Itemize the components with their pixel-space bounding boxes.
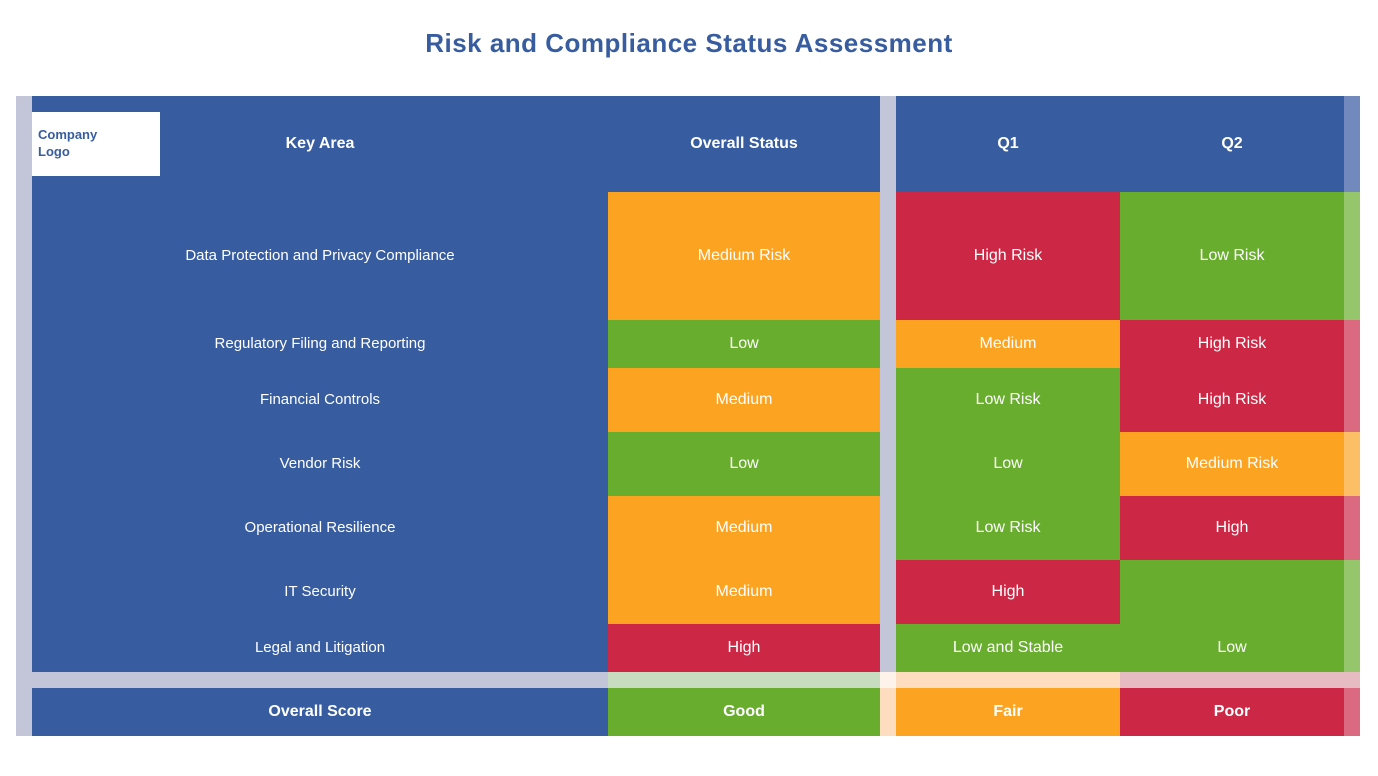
- header-q2: Q2: [1120, 96, 1344, 192]
- row-divider: [896, 672, 1120, 688]
- status-cell: Medium: [608, 560, 880, 624]
- column-divider: [880, 688, 896, 736]
- table-row: Legal and Litigation: [32, 624, 608, 672]
- row-label: Regulatory Filing and Reporting: [214, 335, 426, 352]
- status-cell: High Risk: [896, 192, 1120, 320]
- status-table: Key Area Company Logo Overall Status Q1 …: [16, 96, 1360, 736]
- status-text: Low: [729, 455, 759, 473]
- status-cell: Medium: [608, 368, 880, 432]
- status-text: Low: [729, 335, 759, 353]
- table-row: Data Protection and Privacy Compliance: [32, 192, 608, 320]
- footer-text: Good: [723, 703, 765, 721]
- row-edge: [1344, 432, 1360, 496]
- status-text: Low Risk: [975, 391, 1041, 409]
- row-label: Data Protection and Privacy Compliance: [185, 247, 455, 264]
- status-text: High: [727, 639, 761, 657]
- row-label: IT Security: [284, 583, 356, 600]
- row-edge: [1344, 688, 1360, 736]
- status-cell: Low: [896, 432, 1120, 496]
- status-cell: Medium: [608, 496, 880, 560]
- status-cell: Low Risk: [896, 496, 1120, 560]
- header-q1-label: Q1: [997, 135, 1019, 153]
- status-cell: [1120, 560, 1344, 624]
- status-cell: Low: [608, 432, 880, 496]
- status-text: High Risk: [1197, 335, 1267, 353]
- row-label: Vendor Risk: [279, 455, 361, 472]
- row-edge: [1344, 192, 1360, 320]
- table-row: IT Security: [32, 560, 608, 624]
- status-text: Low Risk: [1199, 247, 1265, 265]
- table-row: Operational Resilience: [32, 496, 608, 560]
- footer-cell: Good: [608, 688, 880, 736]
- row-divider: [608, 672, 880, 688]
- footer-text: Fair: [993, 703, 1023, 721]
- company-logo: Company Logo: [32, 112, 160, 176]
- status-text: Medium: [979, 335, 1037, 353]
- footer-label: Overall Score: [268, 703, 372, 721]
- table-left-border: [16, 96, 32, 736]
- row-divider: [32, 672, 608, 688]
- header-overall-status-label: Overall Status: [690, 135, 798, 153]
- column-divider: [880, 96, 896, 736]
- status-text: Medium Risk: [697, 247, 791, 265]
- row-edge: [1344, 320, 1360, 368]
- status-cell: Low and Stable: [896, 624, 1120, 672]
- status-cell: High Risk: [1120, 320, 1344, 368]
- status-text: High Risk: [1197, 391, 1267, 409]
- header-overall-status: Overall Status: [608, 96, 880, 192]
- status-text: High Risk: [973, 247, 1043, 265]
- row-label: Legal and Litigation: [254, 639, 386, 656]
- status-cell: High: [1120, 496, 1344, 560]
- status-text: Low: [993, 455, 1023, 473]
- row-edge: [1344, 624, 1360, 672]
- header-q1: Q1: [896, 96, 1120, 192]
- status-cell: Low: [1120, 624, 1344, 672]
- status-cell: Low Risk: [896, 368, 1120, 432]
- status-cell: High: [896, 560, 1120, 624]
- footer-row: Overall Score: [32, 688, 608, 736]
- table-right-border: [1344, 96, 1360, 192]
- row-edge: [1344, 496, 1360, 560]
- header-key-area-label: Key Area: [285, 135, 355, 153]
- status-cell: Low: [608, 320, 880, 368]
- status-text: Low: [1217, 639, 1247, 657]
- page-title: Risk and Compliance Status Assessment: [425, 28, 953, 58]
- row-label: Operational Resilience: [244, 519, 396, 536]
- row-divider: [1120, 672, 1360, 688]
- row-edge: [1344, 368, 1360, 432]
- status-cell: High: [608, 624, 880, 672]
- table-row: Financial Controls: [32, 368, 608, 432]
- logo-line-1: Company: [38, 127, 98, 143]
- status-cell: High Risk: [1120, 368, 1344, 432]
- status-text: Medium: [715, 519, 773, 537]
- status-cell: Low Risk: [1120, 192, 1344, 320]
- table-row: Regulatory Filing and Reporting: [32, 320, 608, 368]
- row-label: Financial Controls: [259, 391, 381, 408]
- status-text: High: [991, 583, 1025, 601]
- row-edge: [1344, 560, 1360, 624]
- status-text: Low and Stable: [952, 639, 1064, 657]
- status-cell: Medium: [896, 320, 1120, 368]
- status-text: Medium: [715, 583, 773, 601]
- status-text: Medium Risk: [1185, 455, 1279, 473]
- header-q2-label: Q2: [1221, 135, 1243, 153]
- status-text: Medium: [715, 391, 773, 409]
- status-cell: Medium Risk: [1120, 432, 1344, 496]
- status-cell: Medium Risk: [608, 192, 880, 320]
- row-divider: [880, 672, 896, 688]
- logo-line-2: Logo: [38, 144, 70, 159]
- footer-cell: Fair: [896, 688, 1120, 736]
- footer-text: Poor: [1213, 703, 1251, 721]
- footer-cell: Poor: [1120, 688, 1344, 736]
- status-text: Low Risk: [975, 519, 1041, 537]
- status-text: High: [1215, 519, 1249, 537]
- table-row: Vendor Risk: [32, 432, 608, 496]
